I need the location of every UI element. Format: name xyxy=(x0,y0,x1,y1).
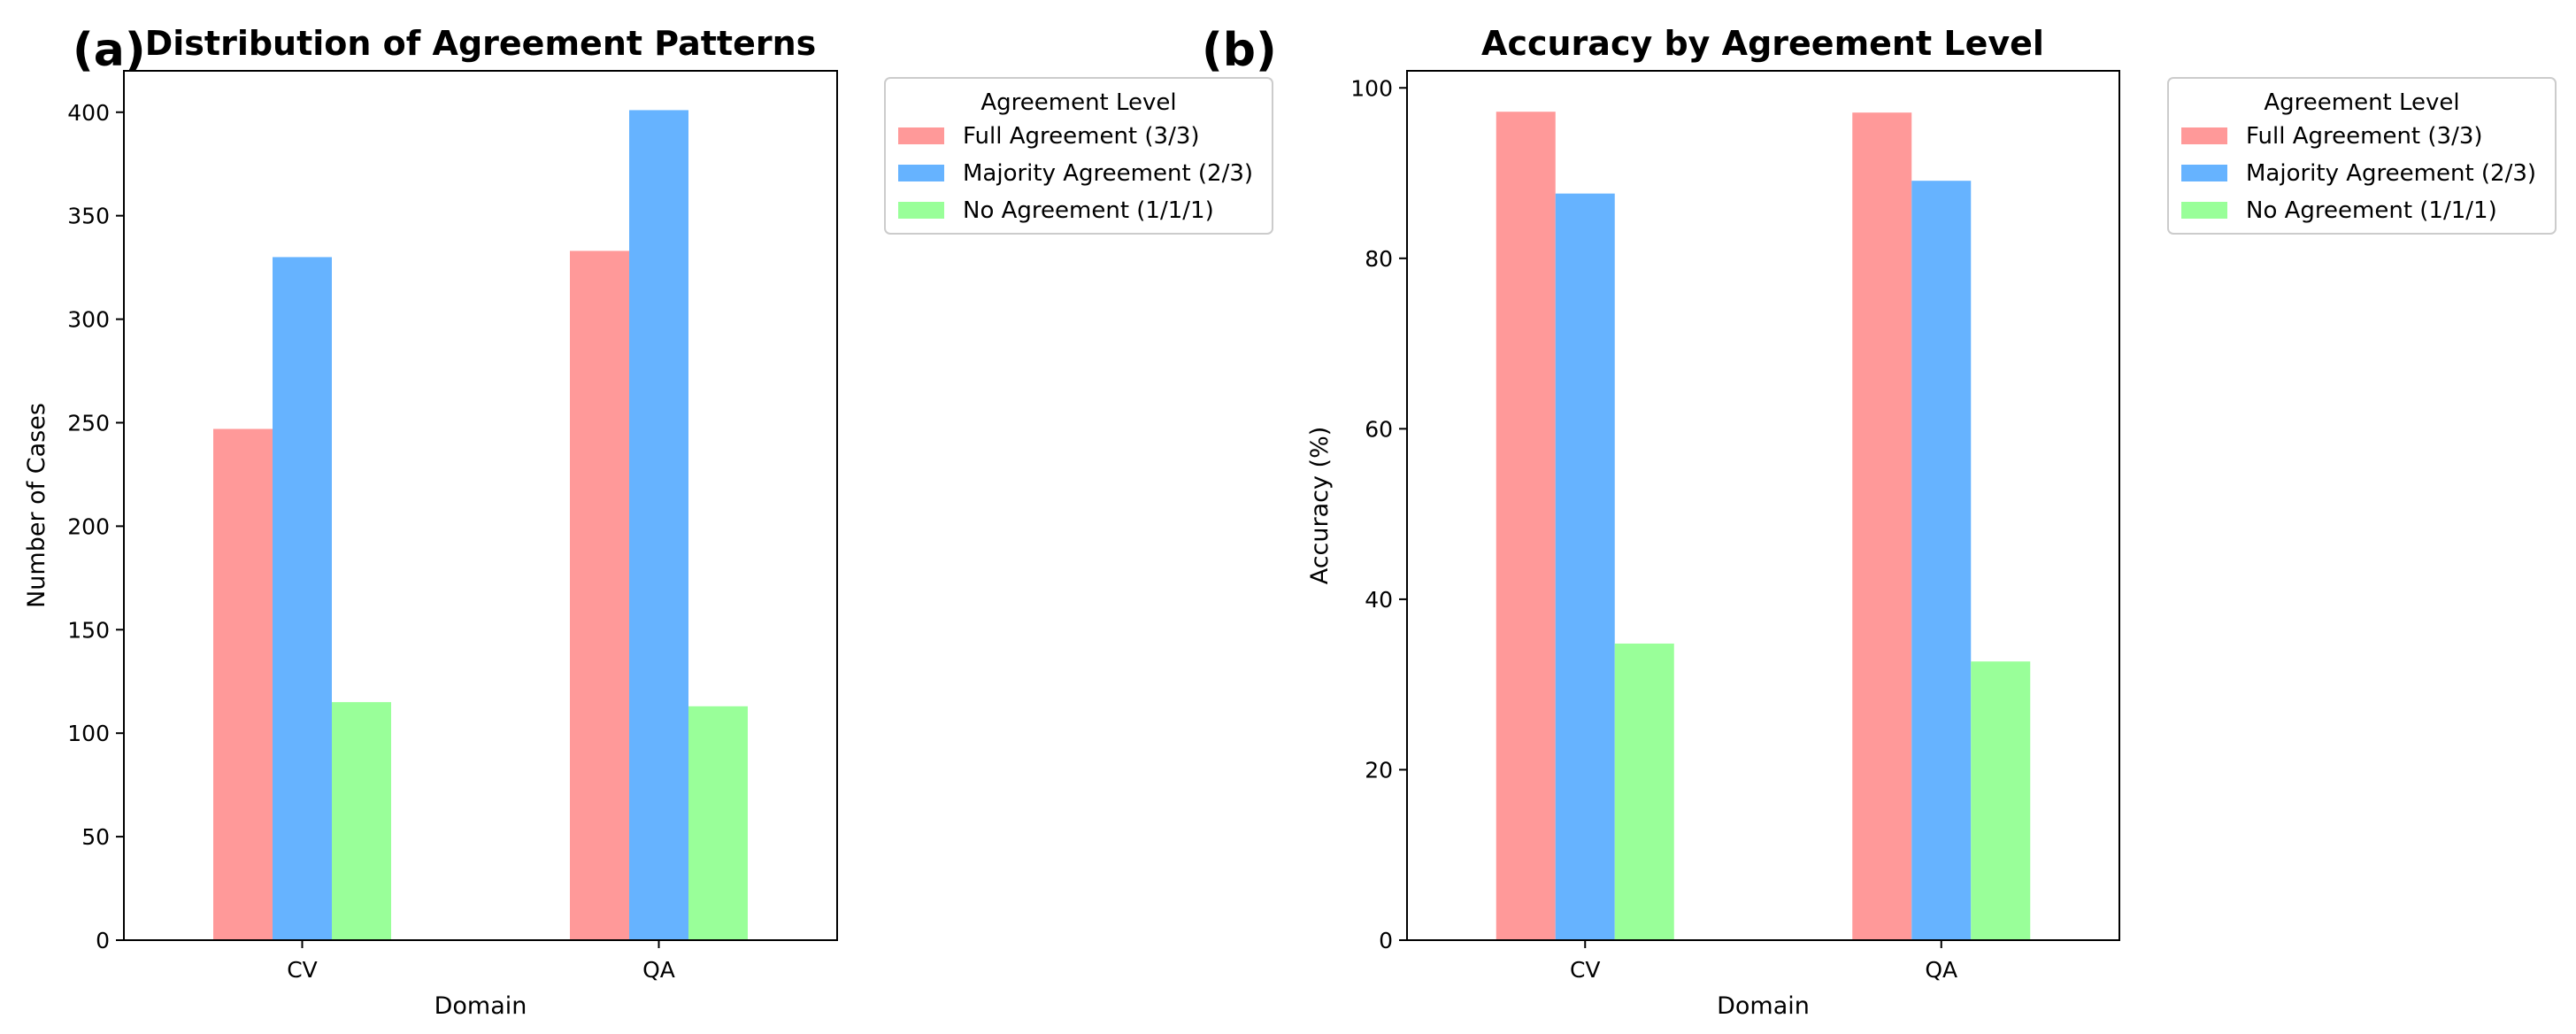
chart-title: Accuracy by Agreement Level xyxy=(1481,24,2044,63)
bar-cv-majority xyxy=(1555,193,1615,940)
bar-cv-full xyxy=(1496,112,1556,940)
x-tick-label: CV xyxy=(287,957,318,983)
y-tick-label: 100 xyxy=(67,721,110,746)
y-tick-label: 400 xyxy=(67,100,110,126)
bar-cv-full xyxy=(213,428,273,940)
y-axis-label: Number of Cases xyxy=(23,403,50,608)
bar-cv-none xyxy=(332,702,391,940)
y-tick-label: 350 xyxy=(67,204,110,229)
bar-qa-full xyxy=(1852,112,1912,941)
x-axis-label: Domain xyxy=(434,992,527,1020)
y-tick-label: 80 xyxy=(1365,246,1393,272)
y-tick-label: 0 xyxy=(1379,928,1393,953)
legend-box xyxy=(2167,77,2557,235)
legend-box xyxy=(884,77,1273,235)
panel-label: (b) xyxy=(1202,24,1277,77)
plot-frame xyxy=(1406,70,2120,941)
legend-entry: No Agreement (1/1/1) xyxy=(2246,197,2497,224)
x-tick-label: QA xyxy=(642,957,675,983)
legend-title: Agreement Level xyxy=(980,89,1176,116)
plot-frame xyxy=(123,70,838,941)
y-tick-label: 300 xyxy=(67,307,110,333)
bar-qa-majority xyxy=(1911,181,1972,941)
y-tick-label: 100 xyxy=(1350,75,1393,101)
bar-cv-none xyxy=(1614,643,1674,940)
bar-qa-full xyxy=(570,251,629,940)
y-tick-label: 20 xyxy=(1365,757,1393,783)
legend-entry: Majority Agreement (2/3) xyxy=(963,160,1253,187)
legend-swatch-none xyxy=(898,202,944,219)
y-tick-label: 60 xyxy=(1365,416,1393,442)
chart-panel-a: 0 50 100 150 200 250 300 350 400 CV QA Domain Number… xyxy=(23,24,1273,1020)
y-tick-label: 200 xyxy=(67,513,110,539)
chart-title: Distribution of Agreement Patterns xyxy=(145,24,817,63)
y-tick-label: 250 xyxy=(67,410,110,436)
legend-entry: Full Agreement (3/3) xyxy=(2246,123,2483,150)
bar-qa-none xyxy=(688,706,748,940)
legend-swatch-majority xyxy=(2181,165,2227,181)
x-tick-label: QA xyxy=(1925,957,1957,983)
legend-swatch-full xyxy=(898,127,944,144)
x-tick-label: CV xyxy=(1570,957,1601,983)
chart-panel-b: 0 20 40 60 80 100 CV QA Domain Accuracy (%) Accura… xyxy=(1202,24,2557,1020)
legend: Agreement Level Full Agreement (3/3) Major… xyxy=(884,77,1273,235)
panel-label: (a) xyxy=(73,24,146,77)
legend-swatch-majority xyxy=(898,165,944,181)
y-tick-label: 150 xyxy=(67,617,110,643)
legend-entry: Majority Agreement (2/3) xyxy=(2246,160,2536,187)
bar-cv-majority xyxy=(273,257,332,940)
bar-qa-majority xyxy=(629,110,688,940)
legend: Agreement Level Full Agreement (3/3) Major… xyxy=(2167,77,2557,235)
x-axis-label: Domain xyxy=(1717,992,1810,1020)
bar-qa-none xyxy=(1971,661,2031,940)
y-tick-label: 0 xyxy=(96,928,110,953)
legend-entry: Full Agreement (3/3) xyxy=(963,123,1200,150)
legend-entry: No Agreement (1/1/1) xyxy=(963,197,1214,224)
legend-swatch-none xyxy=(2181,202,2227,219)
y-axis-label: Accuracy (%) xyxy=(1306,427,1334,585)
legend-swatch-full xyxy=(2181,127,2227,144)
y-tick-label: 50 xyxy=(81,824,110,850)
y-tick-label: 40 xyxy=(1365,587,1393,613)
legend-title: Agreement Level xyxy=(2264,89,2459,116)
